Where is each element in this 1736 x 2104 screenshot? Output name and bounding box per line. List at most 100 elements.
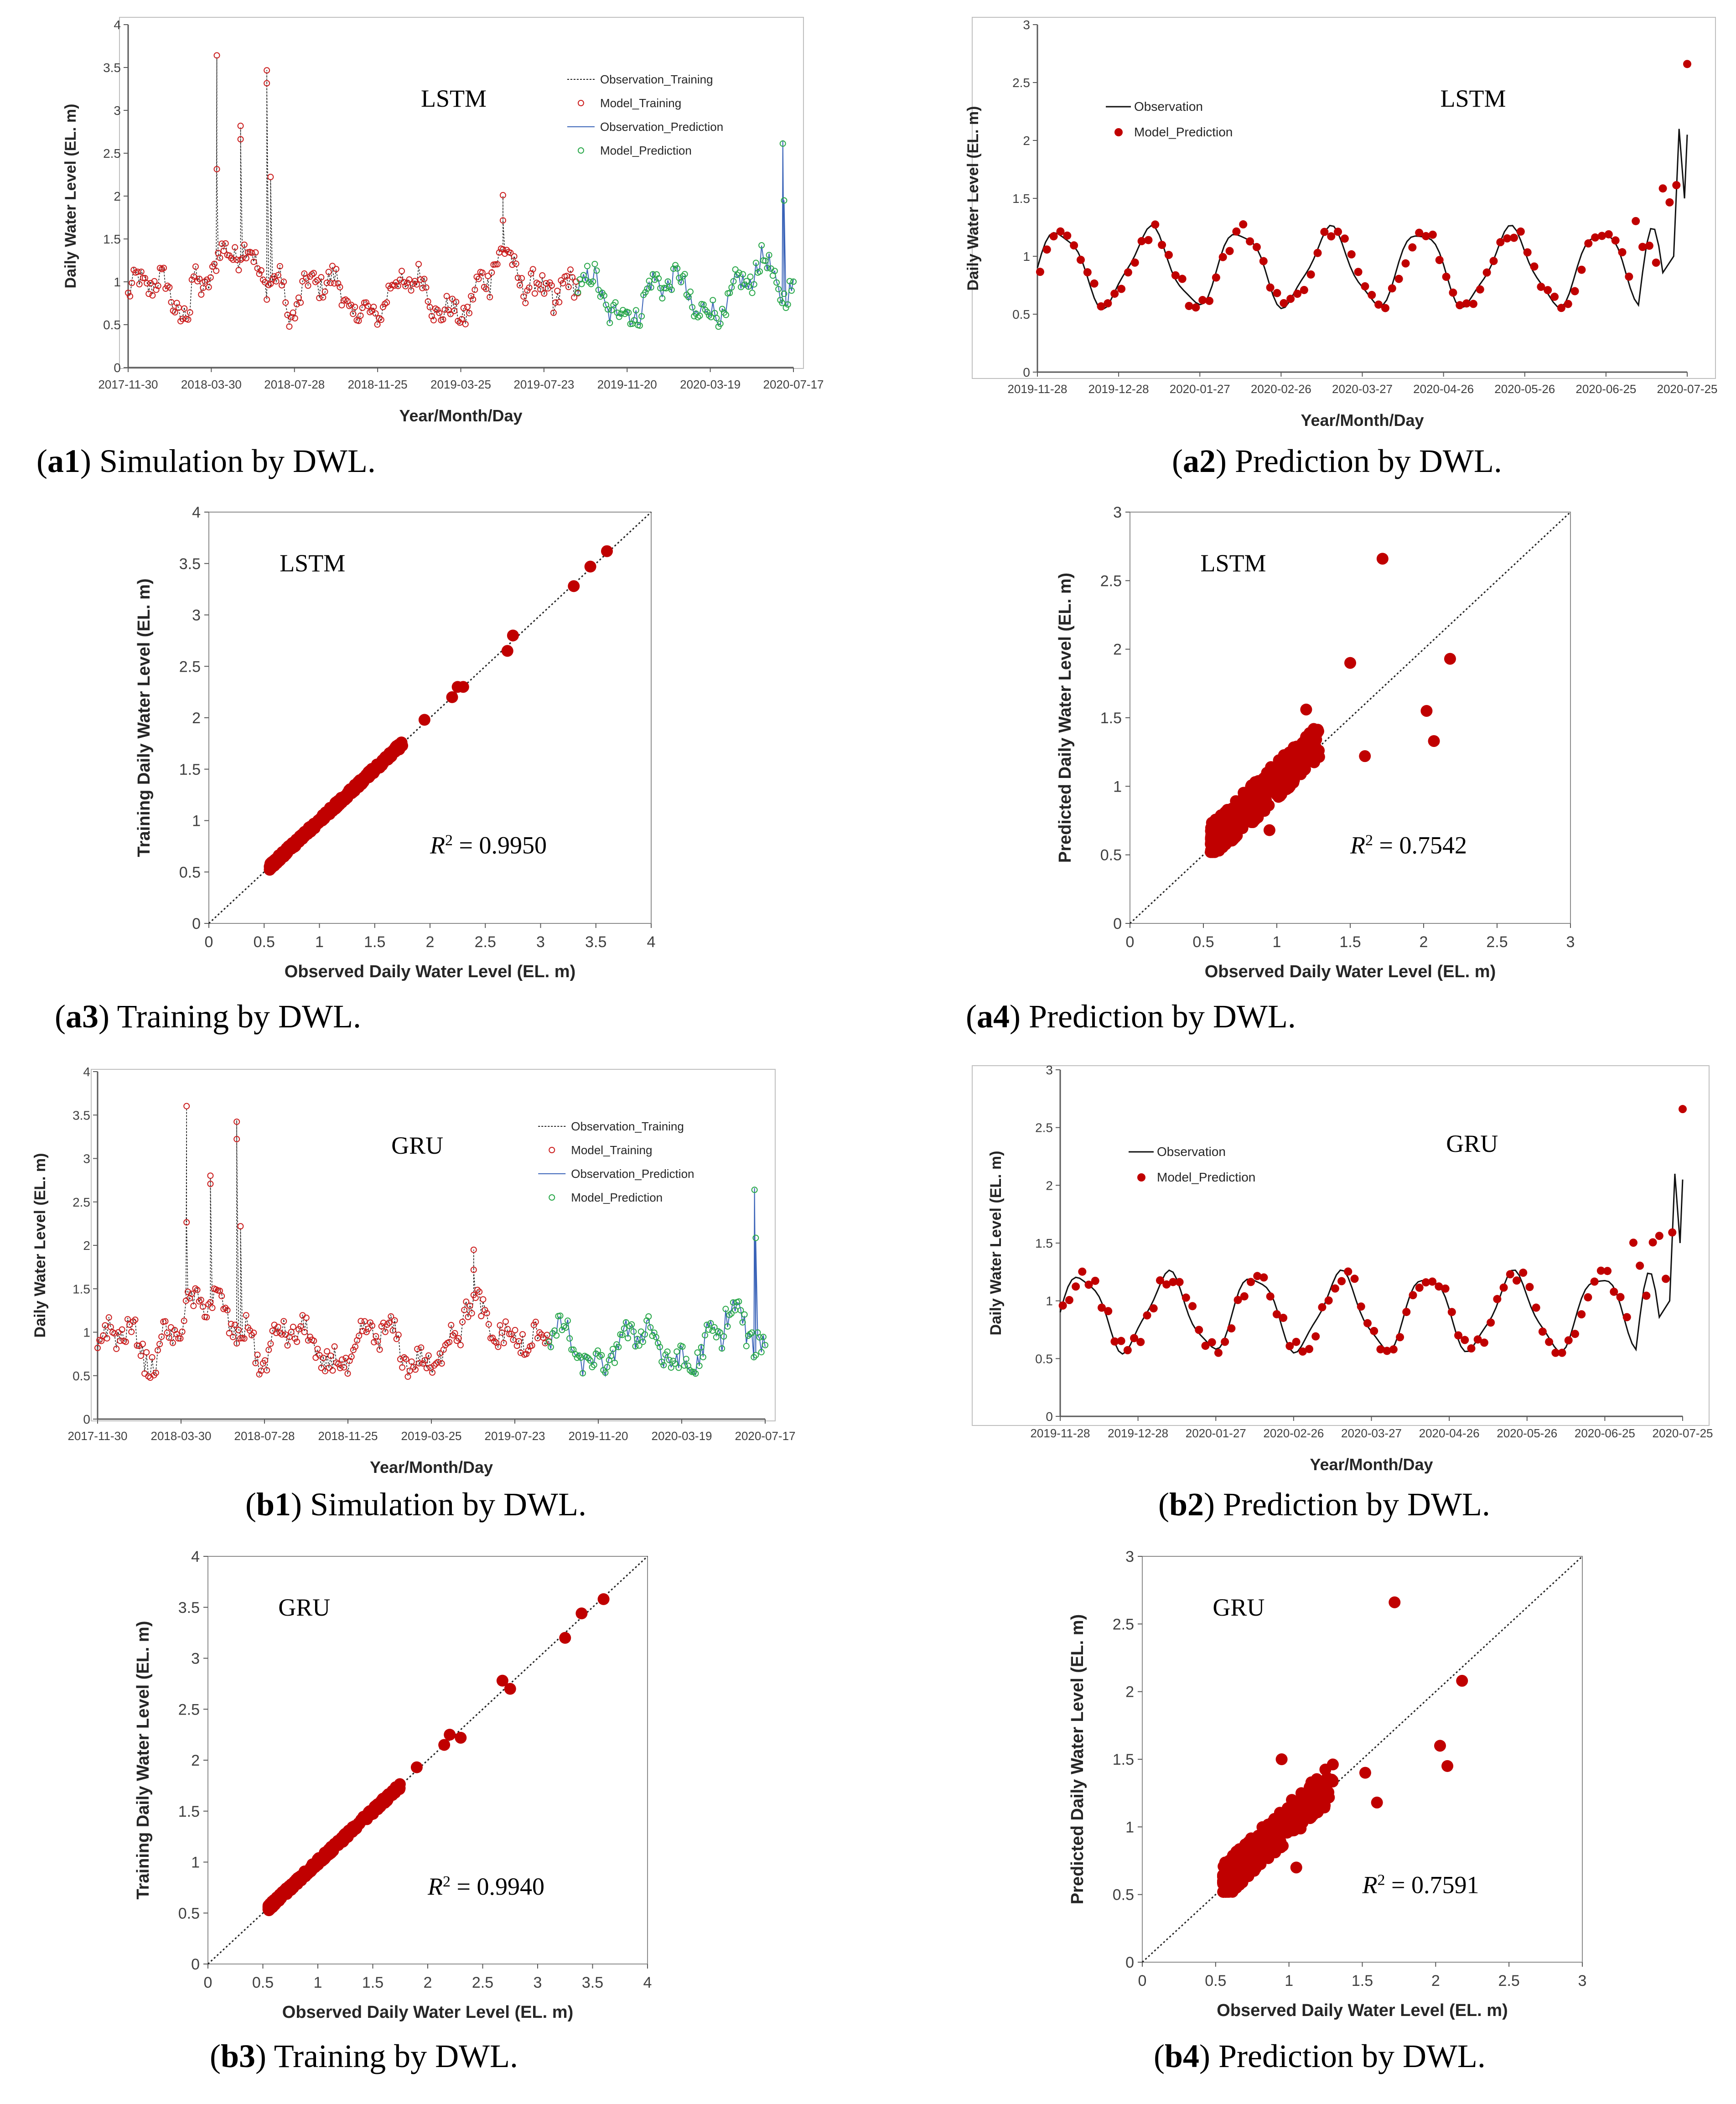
scatter-point [1274, 1808, 1286, 1820]
y-tick-label: 0 [114, 361, 121, 375]
model-training-point [494, 261, 501, 268]
scatter-point [1288, 774, 1300, 787]
model-training-point [318, 274, 325, 281]
x-tick-label: 2019-07-23 [513, 378, 574, 391]
model-training-point [232, 244, 238, 251]
scatter-point [1311, 1794, 1323, 1806]
model-prediction-point [611, 1359, 618, 1366]
caption-a4: (a4) Prediction by DWL. [966, 998, 1296, 1035]
model-training-point [483, 1310, 490, 1316]
scatter-point [1277, 1824, 1290, 1836]
x-tick-label: 1 [1273, 933, 1281, 951]
model-training-point [134, 269, 141, 275]
caption-b2: (b2) Prediction by DWL. [1158, 1486, 1490, 1523]
model-prediction-point [681, 271, 688, 278]
model-prediction-point [751, 1187, 758, 1193]
legend-label: Model_Training [571, 1143, 652, 1157]
model-prediction-point [1292, 1337, 1301, 1346]
model-prediction-point [1337, 1277, 1346, 1285]
model-training-point [337, 284, 343, 290]
model-prediction-point [1493, 1295, 1502, 1303]
y-tick-label: 2.5 [178, 1701, 200, 1718]
model-training-point [358, 1318, 364, 1325]
model-training-point [482, 1306, 488, 1313]
model-prediction-point [1098, 1303, 1106, 1312]
model-training-point [127, 293, 134, 300]
model-training-point [384, 1321, 391, 1328]
model-training-point [529, 1342, 535, 1349]
model-training-point [372, 310, 379, 317]
model-training-point [567, 266, 574, 273]
model-prediction-point [666, 1357, 673, 1363]
model-training-point [416, 1360, 423, 1367]
model-prediction-point [1618, 248, 1627, 257]
model-training-point [391, 1317, 398, 1324]
model-label: LSTM [280, 549, 345, 577]
model-prediction-point [670, 265, 677, 272]
model-training-point [284, 1342, 291, 1349]
model-training-point [429, 1369, 436, 1376]
model-label: LSTM [421, 85, 487, 112]
model-training-point [258, 267, 264, 274]
scatter-point [496, 1674, 508, 1687]
model-training-point [132, 1316, 139, 1323]
model-training-point [342, 296, 349, 303]
model-prediction-point [1361, 282, 1369, 290]
model-prediction-point [1318, 1303, 1327, 1311]
model-training-point [149, 1354, 155, 1361]
model-prediction-point [720, 1333, 727, 1340]
model-training-point [265, 1347, 272, 1353]
model-prediction-point [740, 271, 746, 278]
model-prediction-point [557, 1312, 564, 1319]
r2-annotation: R2 = 0.9950 [430, 832, 547, 859]
legend-label: Model_Training [600, 96, 681, 110]
model-prediction-point [1259, 1273, 1268, 1282]
model-training-point [207, 1181, 214, 1187]
y-tick-label: 1.5 [1035, 1236, 1053, 1250]
scatter-point [568, 580, 580, 592]
scatter-point [1316, 1785, 1328, 1798]
model-prediction-point [1596, 1266, 1605, 1275]
model-prediction-point [1503, 234, 1512, 243]
legend-label: Observation_Prediction [571, 1167, 694, 1181]
model-training-point [408, 1358, 415, 1365]
model-prediction-point [1201, 1342, 1210, 1350]
model-training-point [205, 284, 212, 290]
model-prediction-point [1305, 1345, 1313, 1353]
model-prediction-point [1374, 300, 1383, 309]
model-training-point [497, 1322, 503, 1329]
scatter-point [333, 1836, 345, 1848]
legend-label: Observation [1134, 99, 1203, 114]
model-prediction-point [1273, 289, 1281, 297]
model-training-point [324, 1348, 331, 1355]
y-axis-label: Training Daily Water Level (EL. m) [135, 579, 154, 857]
scatter-point [1298, 764, 1311, 776]
model-prediction-point [782, 305, 789, 311]
model-prediction-point [1042, 245, 1051, 254]
model-training-point [124, 1316, 131, 1323]
model-prediction-point [1421, 1278, 1430, 1287]
model-training-point [213, 166, 220, 172]
model-prediction-point [1239, 220, 1248, 229]
model-prediction-point [621, 1325, 627, 1332]
r2-annotation: R2 = 0.7591 [1362, 1871, 1479, 1899]
model-prediction-point [1300, 285, 1308, 294]
scatter-point [1212, 835, 1224, 847]
scatter-point [418, 714, 430, 726]
model-prediction-point [1476, 285, 1484, 294]
model-training-point [237, 1223, 244, 1230]
chart-frame [119, 17, 804, 369]
y-tick-label: 0.5 [1035, 1352, 1053, 1366]
scatter-point [444, 1729, 456, 1741]
model-training-point [94, 1344, 101, 1351]
model-training-point [485, 273, 492, 280]
y-tick-label: 3 [192, 607, 201, 624]
model-prediction-point [1298, 1347, 1307, 1356]
model-training-point [488, 269, 495, 276]
scatter-point [446, 691, 458, 703]
model-training-point [264, 1367, 270, 1373]
model-prediction-point [756, 1334, 763, 1341]
model-prediction-point [775, 285, 782, 292]
model-training-point [357, 312, 364, 319]
model-prediction-point [609, 1346, 616, 1353]
